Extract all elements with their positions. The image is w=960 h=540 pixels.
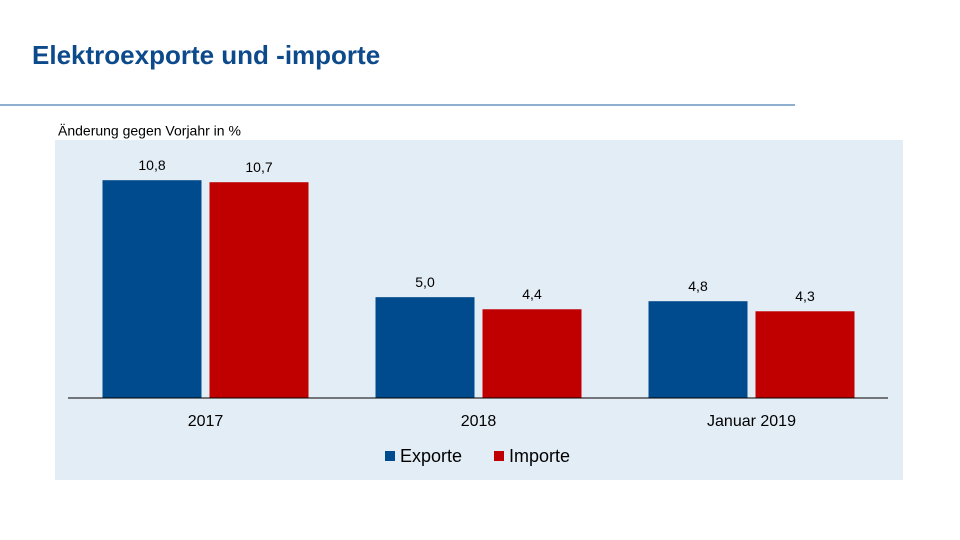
legend-swatch [385, 451, 395, 461]
value-label: 4,4 [522, 286, 542, 302]
bar [102, 180, 202, 398]
value-label: 10,8 [138, 157, 165, 173]
x-tick-label: 2017 [188, 413, 224, 430]
bar [755, 311, 855, 398]
chart-title: Elektroexporte und -importe [32, 40, 380, 70]
bar [648, 301, 748, 398]
legend-label: Exporte [400, 446, 462, 466]
chart-subtitle: Änderung gegen Vorjahr in % [58, 123, 241, 139]
value-label: 5,0 [415, 274, 435, 290]
x-tick-label: Januar 2019 [707, 413, 796, 430]
bar [209, 182, 309, 398]
legend-label: Importe [509, 446, 570, 466]
value-label: 4,8 [688, 278, 708, 294]
bar [375, 297, 475, 398]
legend-swatch [494, 451, 504, 461]
value-label: 4,3 [795, 288, 815, 304]
bar [482, 309, 582, 398]
value-label: 10,7 [245, 159, 272, 175]
x-tick-label: 2018 [461, 413, 497, 430]
